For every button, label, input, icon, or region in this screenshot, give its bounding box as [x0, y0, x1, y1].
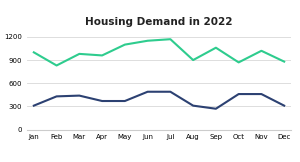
Calabarzon — [55, 64, 58, 66]
Central Luzon — [146, 91, 149, 93]
Central Luzon — [123, 100, 127, 102]
Calabarzon — [169, 38, 172, 40]
Central Luzon — [214, 108, 218, 110]
Calabarzon — [260, 50, 263, 52]
Line: Calabarzon: Calabarzon — [34, 39, 284, 65]
Central Luzon — [282, 105, 286, 107]
Calabarzon — [191, 59, 195, 61]
Line: Central Luzon: Central Luzon — [34, 92, 284, 109]
Calabarzon — [282, 61, 286, 63]
Calabarzon — [146, 40, 149, 42]
Calabarzon — [32, 51, 36, 53]
Calabarzon — [214, 47, 218, 49]
Central Luzon — [169, 91, 172, 93]
Central Luzon — [55, 95, 58, 97]
Calabarzon — [77, 53, 81, 55]
Title: Housing Demand in 2022: Housing Demand in 2022 — [85, 17, 233, 27]
Calabarzon — [100, 54, 104, 56]
Central Luzon — [237, 93, 241, 95]
Central Luzon — [191, 105, 195, 107]
Calabarzon — [237, 61, 241, 63]
Central Luzon — [260, 93, 263, 95]
Central Luzon — [32, 105, 36, 107]
Calabarzon — [123, 44, 127, 46]
Central Luzon — [100, 100, 104, 102]
Central Luzon — [77, 95, 81, 97]
